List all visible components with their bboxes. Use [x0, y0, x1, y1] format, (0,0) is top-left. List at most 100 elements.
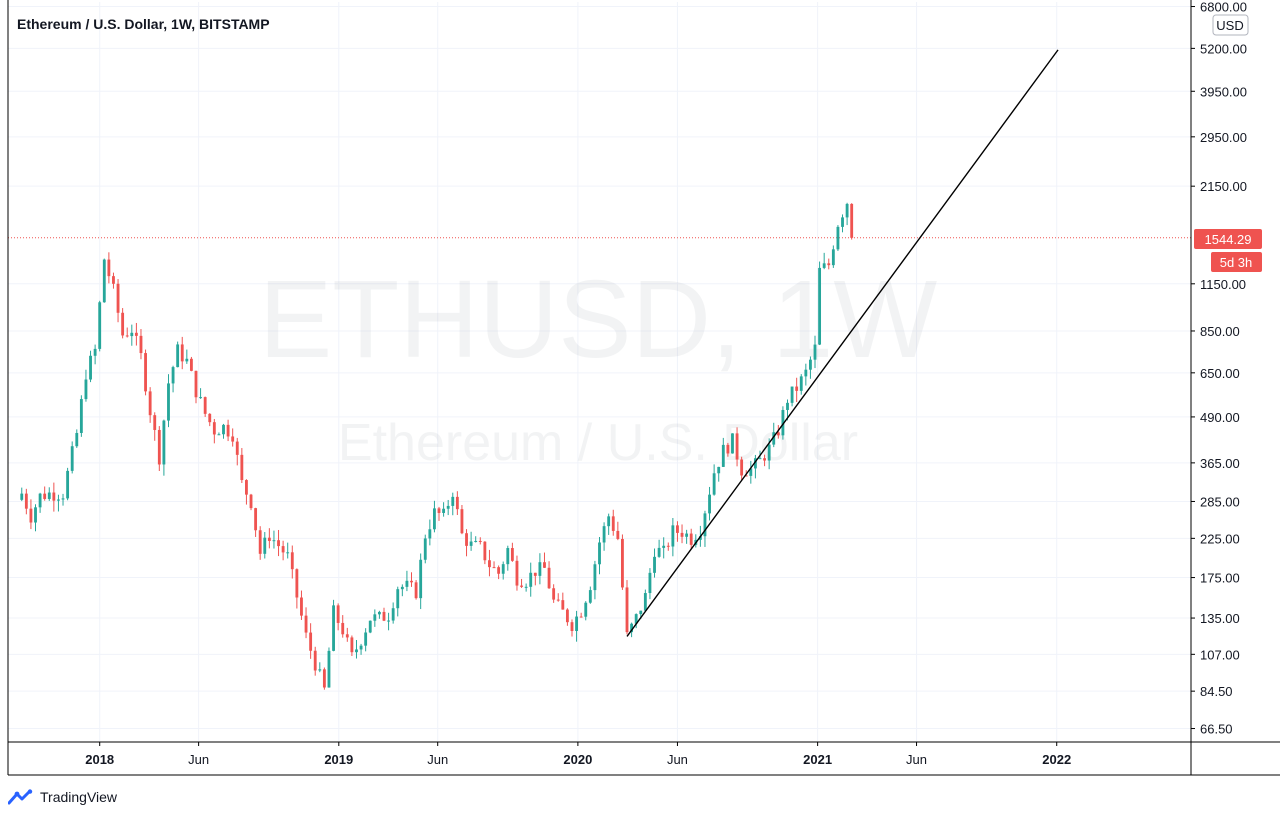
- candle[interactable]: [781, 406, 785, 440]
- candle[interactable]: [208, 413, 212, 427]
- candle[interactable]: [34, 504, 37, 532]
- candle[interactable]: [689, 528, 693, 550]
- candle[interactable]: [272, 530, 276, 549]
- candle[interactable]: [657, 539, 661, 558]
- candle[interactable]: [295, 568, 299, 609]
- candle[interactable]: [653, 548, 656, 578]
- candle[interactable]: [24, 488, 28, 515]
- price-axis[interactable]: 6800.00 5200.00 3950.00 2950.00 2150.00 1150.…: [1191, 0, 1247, 737]
- candle[interactable]: [157, 426, 161, 472]
- candle[interactable]: [240, 448, 244, 484]
- candle[interactable]: [488, 549, 491, 577]
- candle[interactable]: [492, 561, 496, 569]
- candle[interactable]: [162, 419, 166, 476]
- candle[interactable]: [543, 552, 546, 569]
- candle[interactable]: [634, 613, 638, 629]
- candle[interactable]: [199, 388, 203, 399]
- candle[interactable]: [350, 635, 354, 657]
- candle[interactable]: [57, 494, 60, 512]
- candle[interactable]: [93, 344, 97, 365]
- candle[interactable]: [144, 349, 147, 396]
- candle[interactable]: [753, 454, 757, 479]
- candle[interactable]: [451, 492, 455, 516]
- candle[interactable]: [845, 202, 849, 226]
- candle[interactable]: [382, 607, 386, 622]
- candle[interactable]: [290, 545, 294, 579]
- candle[interactable]: [763, 454, 766, 467]
- candle[interactable]: [38, 492, 42, 513]
- candle[interactable]: [226, 419, 230, 442]
- candle[interactable]: [267, 528, 271, 549]
- candle[interactable]: [391, 602, 395, 624]
- candle[interactable]: [666, 542, 670, 551]
- candle[interactable]: [625, 580, 629, 635]
- candle[interactable]: [437, 506, 441, 521]
- candle[interactable]: [575, 610, 578, 642]
- candle[interactable]: [107, 252, 111, 284]
- candle[interactable]: [836, 225, 840, 251]
- candle[interactable]: [405, 570, 409, 592]
- candle[interactable]: [359, 643, 363, 655]
- candle[interactable]: [703, 510, 707, 547]
- candle[interactable]: [327, 647, 331, 688]
- candle[interactable]: [547, 561, 551, 589]
- candle[interactable]: [52, 482, 56, 512]
- candle[interactable]: [112, 272, 115, 289]
- candle[interactable]: [570, 619, 574, 637]
- candle[interactable]: [185, 349, 189, 364]
- candle[interactable]: [139, 329, 143, 360]
- candle[interactable]: [79, 395, 83, 437]
- candle[interactable]: [588, 586, 592, 604]
- candle[interactable]: [579, 612, 583, 618]
- candle[interactable]: [465, 529, 468, 557]
- currency-badge[interactable]: [1212, 14, 1249, 36]
- candle[interactable]: [611, 509, 615, 536]
- candle[interactable]: [621, 534, 624, 590]
- candle[interactable]: [643, 589, 647, 612]
- tradingview-brand[interactable]: TradingView: [8, 789, 117, 805]
- candle[interactable]: [258, 526, 262, 560]
- candle[interactable]: [616, 521, 620, 541]
- candle[interactable]: [446, 499, 450, 516]
- candle[interactable]: [772, 422, 776, 448]
- candle[interactable]: [726, 442, 730, 457]
- candle[interactable]: [84, 369, 88, 402]
- candle[interactable]: [818, 261, 822, 346]
- candle[interactable]: [813, 335, 817, 369]
- candle[interactable]: [189, 356, 193, 372]
- candle[interactable]: [712, 464, 716, 496]
- candle[interactable]: [795, 377, 799, 402]
- candle[interactable]: [776, 425, 780, 439]
- candle[interactable]: [515, 555, 519, 591]
- candle[interactable]: [222, 423, 225, 439]
- candle[interactable]: [510, 542, 514, 562]
- candle[interactable]: [20, 487, 24, 502]
- candle[interactable]: [850, 203, 854, 240]
- candle[interactable]: [387, 612, 390, 631]
- candle[interactable]: [419, 553, 423, 610]
- candle[interactable]: [300, 590, 303, 620]
- candle[interactable]: [735, 427, 739, 467]
- candle[interactable]: [368, 620, 372, 634]
- candle[interactable]: [442, 502, 446, 517]
- candle[interactable]: [717, 466, 721, 482]
- candle[interactable]: [799, 374, 803, 395]
- candle[interactable]: [790, 386, 794, 407]
- candle[interactable]: [336, 603, 340, 631]
- candle[interactable]: [245, 479, 248, 505]
- candle[interactable]: [731, 433, 734, 454]
- candle[interactable]: [176, 341, 180, 368]
- candle[interactable]: [676, 521, 679, 542]
- candle[interactable]: [501, 561, 505, 580]
- candle[interactable]: [125, 327, 129, 338]
- candle[interactable]: [831, 245, 835, 268]
- candle[interactable]: [153, 412, 157, 441]
- candle[interactable]: [286, 542, 290, 559]
- candle[interactable]: [680, 524, 684, 544]
- candle[interactable]: [721, 437, 725, 468]
- candle[interactable]: [70, 441, 74, 474]
- candle[interactable]: [75, 429, 79, 448]
- candle[interactable]: [43, 486, 47, 501]
- candle[interactable]: [602, 522, 606, 551]
- candle[interactable]: [478, 537, 482, 545]
